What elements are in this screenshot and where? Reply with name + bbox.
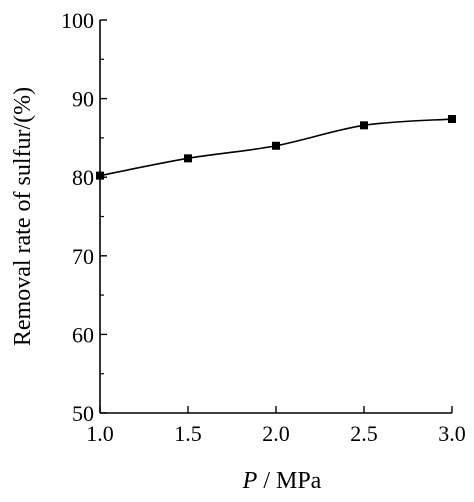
x-tick-label: 1.5 (174, 421, 202, 446)
x-axis-unit: / MPa (257, 468, 321, 494)
y-tick-label: 70 (72, 244, 94, 269)
plot-frame (99, 20, 452, 414)
data-point-marker (96, 171, 104, 180)
data-point-marker (360, 121, 368, 130)
x-tick-label: 3.0 (438, 421, 466, 446)
data-series (96, 115, 456, 180)
y-tick-label: 90 (72, 87, 94, 112)
y-axis-title: Removal rate of sulfur/(%) (10, 87, 36, 346)
y-tick-label: 100 (61, 8, 94, 33)
y-tick-label: 50 (72, 401, 94, 426)
x-axis-ticks: 1.0 1.5 2.0 2.5 3.0 (86, 406, 466, 446)
y-axis-ticks: 50 60 70 80 90 100 (61, 8, 107, 426)
data-point-marker (184, 154, 192, 163)
data-point-marker (448, 115, 456, 124)
x-tick-label: 2.0 (262, 421, 290, 446)
x-axis-variable: P (242, 468, 258, 494)
x-tick-label: 2.5 (350, 421, 378, 446)
x-axis-title: P / MPa (242, 468, 322, 494)
data-point-marker (272, 141, 280, 150)
x-tick-label: 1.0 (86, 421, 114, 446)
y-tick-label: 80 (72, 165, 94, 190)
y-tick-label: 60 (72, 322, 94, 347)
